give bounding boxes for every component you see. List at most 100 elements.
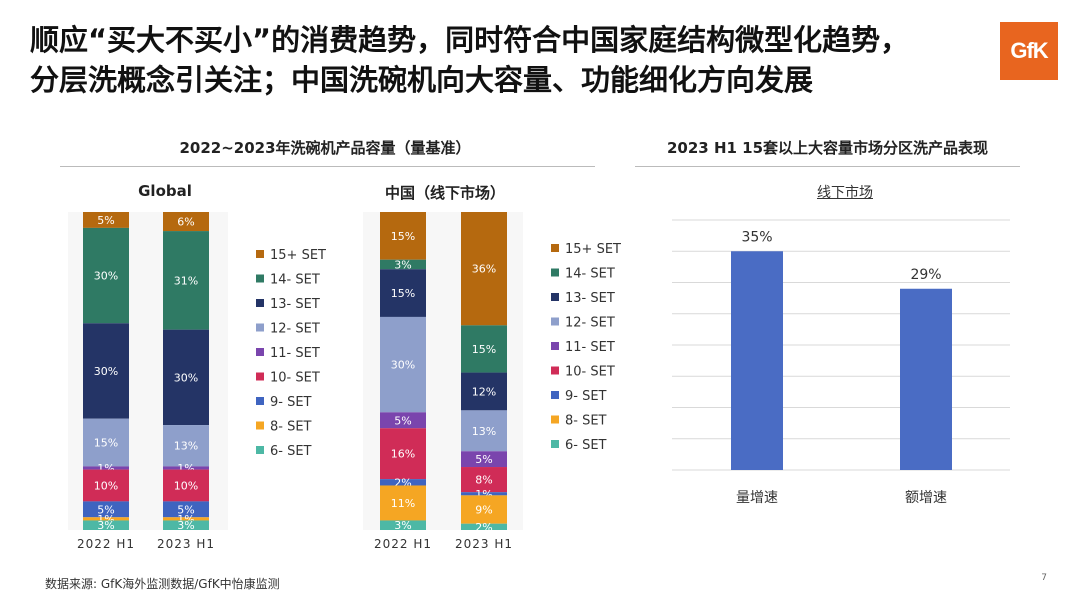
global-bar-1-label-2: 30% [94,270,118,283]
global-bar-2-segment-5 [163,466,209,470]
china-bar-2-label-2: 15% [472,343,496,356]
china-bar-2-label-3: 12% [472,385,496,398]
global-legend-label-9: 6- SET [270,444,312,459]
china-legend-label-5: 11- SET [565,340,615,355]
china-bar-1-label-2: 3% [394,258,411,271]
page-title-line2: 分层洗概念引关注；中国洗碗机向大容量、功能细化方向发展 [30,63,814,97]
china-bar-1-segment-1 [380,212,426,260]
china-legend-label-6: 10- SET [565,365,615,380]
china-x-tick-1: 2022 H1 [374,537,432,551]
china-bar-2-segment-5 [461,451,507,468]
global-bar-1-label-4: 15% [94,437,118,450]
global-bar-1-segment-7 [83,501,129,518]
offline-x-tick-2: 额增速 [905,490,947,506]
china-bar-1-label-5: 5% [394,414,411,427]
global-bar-2-segment-6 [163,469,209,502]
global-bar-2-segment-8 [163,517,209,521]
source-note: 数据来源: GfK海外监测数据/GfK中怡康监测 [45,577,280,591]
global-bar-1-segment-8 [83,517,129,521]
china-bar-1-label-3: 15% [391,287,415,300]
china-bar-1-segment-2 [380,259,426,270]
china-legend-swatch-9 [551,440,559,448]
global-legend-label-2: 14- SET [270,273,320,288]
offline-bar-label-2: 29% [910,267,941,283]
china-bar-1-segment-8 [380,485,426,521]
china-bar-2-segment-2 [461,325,507,373]
china-legend-label-1: 15+ SET [565,242,621,257]
global-legend-swatch-5 [256,348,264,356]
china-stacked-bar-chart: 15% 3% 15% 30% 5% 16% 2% 11% 3% 2022 H1 36% 15% 12% 1… [363,212,621,551]
china-bar-2-label-9: 2% [475,521,492,534]
global-bar-2-label-4: 13% [174,440,198,453]
global-bar-1-label-1: 5% [97,214,114,227]
china-bar-2-segment-9 [461,523,507,530]
china-bar-2-segment-8 [461,495,507,524]
global-bar-1-label-6: 10% [94,479,118,492]
global-legend-label-7: 9- SET [270,395,312,410]
global-bar-1-label-7: 5% [97,503,114,516]
global-legend-label-4: 12- SET [270,322,320,337]
china-bar-1-segment-5 [380,412,426,429]
china-bar-1-label-6: 16% [391,448,415,461]
china-legend-swatch-3 [551,293,559,301]
global-bar-1-segment-2 [83,227,129,324]
global-bar-1-segment-5 [83,466,129,470]
china-legend-swatch-2 [551,268,559,277]
left-section-rule [60,166,595,167]
offline-bar-label-1: 35% [741,229,772,245]
china-bar-2-segment-6 [461,467,507,493]
global-x-tick-1: 2022 H1 [77,537,135,551]
global-chart-title: Global [138,182,192,200]
global-legend-label-5: 11- SET [270,346,320,361]
china-legend-swatch-5 [551,342,559,350]
global-bar-2-segment-7 [163,501,209,518]
china-bar-1-label-8: 11% [391,497,415,510]
global-bar-2-segment-1 [163,212,209,232]
right-section-rule [635,166,1020,167]
global-bar-2-label-6: 10% [174,479,198,492]
china-bar-1-label-4: 30% [391,359,415,372]
offline-bar-2 [900,288,952,470]
china-bar-1-segment-6 [380,428,426,480]
china-bar-2-segment-3 [461,372,507,411]
global-bar-2-label-9: 3% [177,519,194,532]
china-legend-swatch-6 [551,366,559,375]
global-legend-swatch-2 [256,274,264,283]
china-legend-swatch-7 [551,391,559,399]
china-legend-swatch-4 [551,317,559,326]
china-legend-swatch-1 [551,244,559,252]
page-title: 顺应“买大不买小”的消费趋势，同时符合中国家庭结构微型化趋势， 分层洗概念引关注… [30,20,990,100]
global-bar-2-segment-4 [163,425,209,467]
gfk-logo: GfK [1000,22,1058,80]
china-bar-1-segment-4 [380,316,426,413]
china-bar-1-segment-7 [380,479,426,486]
china-chart-title: 中国（线下市场） [384,184,505,202]
global-bar-1-segment-4 [83,418,129,467]
global-legend-label-6: 10- SET [270,371,320,386]
right-section-title: 2023 H1 15套以上大容量市场分区洗产品表现 [666,139,989,157]
global-bar-1-segment-3 [83,323,129,419]
china-bar-1-segment-3 [380,269,426,317]
global-legend-swatch-8 [256,421,264,430]
global-legend-swatch-7 [256,397,264,405]
global-bar-2-segment-3 [163,329,209,426]
china-bar-2-segment-1 [461,212,507,326]
global-bar-2-segment-9 [163,520,209,530]
china-legend-label-8: 8- SET [565,414,607,429]
global-legend-swatch-9 [256,446,264,454]
global-bar-1-label-3: 30% [94,365,118,378]
china-bar-1-label-9: 3% [394,519,411,532]
china-legend-label-3: 13- SET [565,291,615,306]
china-legend-label-7: 9- SET [565,389,607,404]
china-bar-2-label-8: 9% [475,504,492,517]
global-x-tick-2: 2023 H1 [157,537,215,551]
china-x-tick-2: 2023 H1 [455,537,513,551]
china-bar-2-label-4: 13% [472,425,496,438]
global-bar-1-label-9: 3% [97,519,114,532]
china-bar-2-label-1: 36% [472,263,496,276]
global-bar-2-label-3: 30% [174,371,198,384]
offline-growth-bar-chart: 35% 量增速 29% 额增速 [672,219,1010,506]
offline-chart-title: 线下市场 [817,185,873,201]
global-bar-2-segment-2 [163,231,209,330]
china-bar-1-label-1: 15% [391,230,415,243]
